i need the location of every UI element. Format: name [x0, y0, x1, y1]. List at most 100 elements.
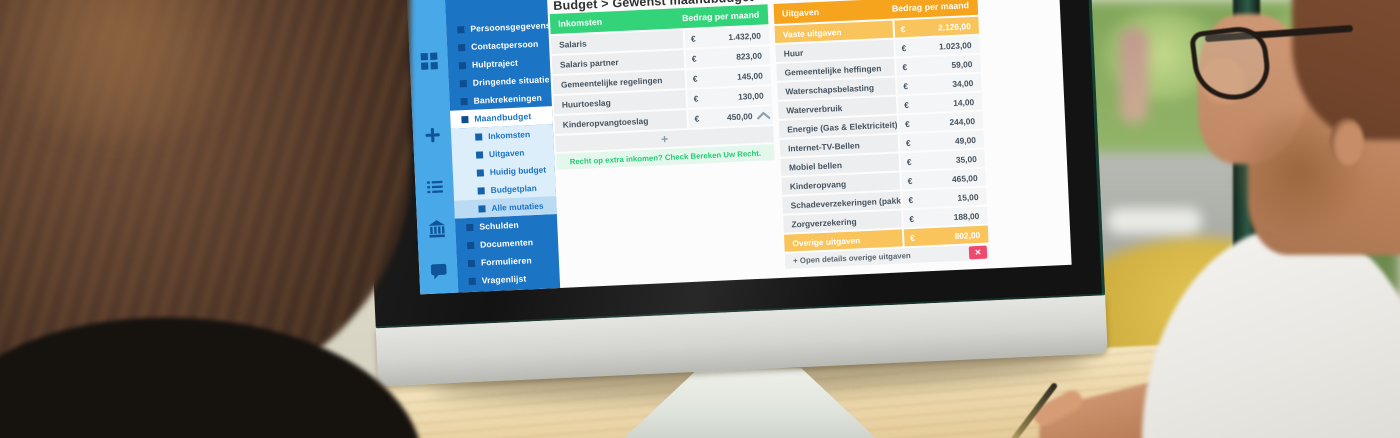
row-amount-value: 465,00 — [951, 172, 978, 184]
list-icon[interactable] — [425, 177, 445, 197]
row-amount-cell: €15,00 — [902, 187, 987, 209]
currency-symbol: € — [907, 175, 913, 186]
currency-symbol: € — [692, 73, 698, 84]
man-nose — [1200, 58, 1244, 104]
close-icon[interactable]: ✕ — [968, 245, 988, 260]
sidebar-item-label: Vragenlijst — [481, 273, 527, 286]
row-amount-value: 188,00 — [953, 210, 980, 222]
row-amount-value: 145,00 — [736, 70, 763, 82]
currency-symbol: € — [908, 194, 914, 205]
amount-column-header: Bedrag per maand — [681, 9, 760, 24]
row-amount-value: 130,00 — [737, 90, 764, 102]
chevron-up-icon[interactable] — [756, 111, 771, 120]
expense-table: Uitgaven Bedrag per maand Vaste uitgaven €2… — [773, 0, 990, 269]
sidebar-item-label: Dringende situatie — [472, 74, 550, 88]
square-bullet-icon — [466, 223, 474, 231]
currency-symbol: € — [909, 213, 915, 224]
currency-symbol: € — [902, 61, 908, 72]
row-amount-cell: €49,00 — [899, 130, 985, 152]
app-screen: Persoonsgegevens Contactpersoon Hulptrajec… — [406, 0, 1072, 295]
square-bullet-icon — [460, 97, 468, 105]
sidebar-item-label: Persoonsgegevens — [470, 20, 551, 34]
square-bullet-icon — [467, 259, 476, 267]
row-amount-value: 14,00 — [952, 96, 975, 108]
sidebar-item-label: Documenten — [479, 237, 534, 250]
square-bullet-icon — [458, 61, 467, 69]
currency-symbol: € — [906, 156, 912, 167]
square-bullet-icon — [475, 132, 483, 141]
row-amount-cell: €34,00 — [896, 73, 982, 95]
row-amount-value: 244,00 — [949, 115, 976, 127]
row-amount-value: 1.023,00 — [938, 39, 972, 52]
currency-symbol: € — [694, 113, 700, 124]
row-amount-cell: €1.432,00 — [684, 26, 770, 49]
currency-symbol: € — [693, 93, 699, 104]
sidebar-item-label: Huidig budget — [489, 164, 547, 178]
icon-rail — [406, 0, 459, 295]
row-amount-cell: €1.023,00 — [895, 35, 980, 57]
row-amount-value: 1.432,00 — [728, 30, 762, 43]
currency-symbol: € — [901, 42, 907, 53]
row-amount-value: 802,00 — [954, 229, 981, 241]
table-title: Uitgaven — [781, 6, 820, 19]
sidebar-item-label: Budgetplan — [490, 182, 537, 196]
sidebar-menu: Persoonsgegevens Contactpersoon Hulptrajec… — [444, 0, 561, 294]
open-details-label: + Open details overige uitgaven — [792, 251, 911, 266]
sidebar-item-label: Formulieren — [480, 255, 532, 268]
row-amount-cell: €188,00 — [903, 206, 988, 228]
bank-icon[interactable] — [427, 219, 447, 239]
row-amount-value: 49,00 — [954, 134, 977, 146]
square-bullet-icon — [478, 204, 486, 213]
sidebar-item-label: Bankrekeningen — [473, 92, 543, 106]
sidebar-item-label: Alle mutaties — [491, 200, 544, 214]
row-amount-cell: €244,00 — [898, 111, 984, 133]
income-table: Inkomsten Bedrag per maand Salaris €1.432,0… — [549, 4, 775, 171]
table-row[interactable]: Kinderopvangtoeslag €450,00 — [554, 106, 773, 135]
table-title: Inkomsten — [557, 16, 603, 29]
sidebar-item-label: Inkomsten — [487, 129, 531, 142]
sidebar-item-label: Hulptraject — [471, 57, 519, 70]
row-amount-value: 15,00 — [957, 191, 979, 203]
square-bullet-icon — [468, 277, 476, 285]
square-bullet-icon — [459, 79, 467, 87]
row-amount-cell: €465,00 — [901, 168, 986, 190]
currency-symbol: € — [900, 23, 906, 34]
row-amount-cell: €14,00 — [897, 92, 983, 114]
square-bullet-icon — [457, 25, 465, 33]
car-blur — [1107, 208, 1202, 234]
plus-icon[interactable] — [423, 125, 443, 145]
currency-symbol: € — [691, 53, 697, 64]
row-amount-value: 35,00 — [955, 153, 977, 165]
row-amount-value: 59,00 — [951, 58, 973, 70]
sidebar-item-label: Schulden — [479, 219, 519, 232]
row-amount-cell: €35,00 — [900, 149, 986, 171]
row-amount-value: 823,00 — [736, 50, 763, 62]
imac-monitor: Persoonsgegevens Contactpersoon Hulptrajec… — [350, 0, 1119, 438]
square-bullet-icon — [466, 241, 475, 249]
row-amount-cell: €2.126,00 — [894, 16, 980, 38]
currency-symbol: € — [904, 118, 910, 129]
sidebar-item-label: Uitgaven — [488, 147, 525, 160]
square-bullet-icon — [477, 186, 485, 195]
row-amount-cell: €145,00 — [686, 66, 772, 89]
currency-symbol: € — [905, 137, 911, 148]
sidebar-item-label: Contactpersoon — [470, 38, 539, 52]
grid-icon[interactable] — [419, 51, 439, 71]
row-amount-value: 34,00 — [952, 77, 974, 89]
currency-symbol: € — [910, 232, 916, 243]
currency-symbol: € — [690, 33, 696, 44]
row-amount-cell: €130,00 — [687, 86, 773, 108]
square-bullet-icon — [457, 43, 466, 51]
square-bullet-icon — [476, 168, 485, 177]
pedestrian-blur — [1120, 28, 1148, 123]
amount-column-header: Bedrag per maand — [891, 0, 970, 14]
man-ear — [1330, 118, 1364, 166]
square-bullet-icon — [461, 115, 469, 123]
chat-icon[interactable] — [429, 261, 449, 281]
submenu-maandbudget: Inkomsten Uitgaven Huidig budget Budgetplan… — [450, 124, 557, 219]
row-amount-value: 2.126,00 — [937, 20, 971, 33]
currency-symbol: € — [903, 99, 910, 110]
square-bullet-icon — [475, 150, 484, 159]
currency-symbol: € — [903, 80, 909, 91]
